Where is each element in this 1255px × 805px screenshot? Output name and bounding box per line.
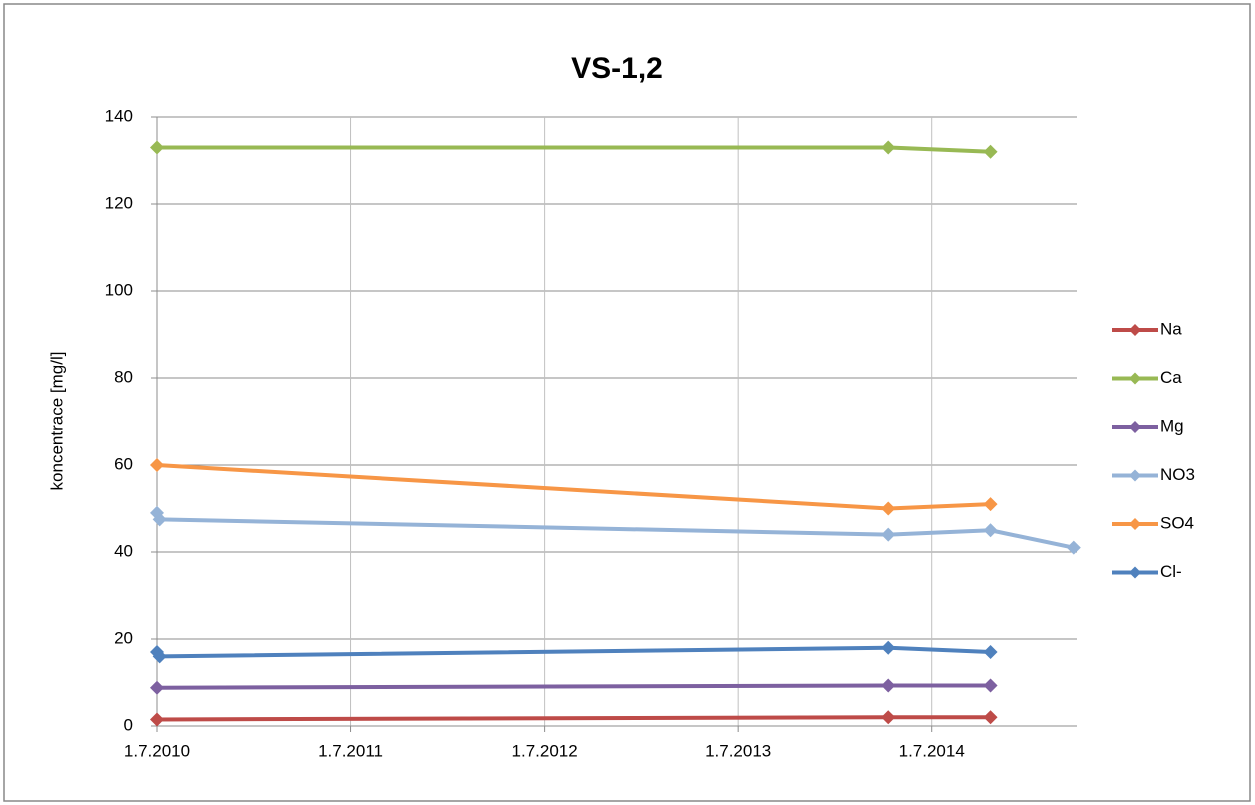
x-tick-label: 1.7.2010 xyxy=(124,741,190,760)
x-tick-label: 1.7.2011 xyxy=(318,741,383,760)
series-marker xyxy=(150,140,164,155)
legend-marker xyxy=(1129,324,1141,336)
y-tick-label: 60 xyxy=(114,454,133,473)
series-marker xyxy=(983,678,998,693)
y-tick-label: 20 xyxy=(114,628,133,647)
x-tick-label: 1.7.2012 xyxy=(512,741,578,760)
series-marker xyxy=(983,144,998,159)
series-marker xyxy=(881,710,896,725)
series-marker xyxy=(983,523,998,538)
legend-marker xyxy=(1129,518,1141,530)
legend-label: Ca xyxy=(1160,368,1182,387)
y-axis-label: koncentrace [mg/l] xyxy=(47,352,66,491)
series-marker xyxy=(150,680,164,695)
x-tick-label: 1.7.2013 xyxy=(705,741,771,760)
series-marker xyxy=(881,640,896,655)
y-tick-label: 80 xyxy=(114,367,133,386)
series-marker xyxy=(152,649,167,664)
series-marker xyxy=(983,710,998,725)
y-tick-label: 0 xyxy=(124,715,133,734)
legend-label: SO4 xyxy=(1160,513,1194,532)
series-marker xyxy=(881,678,896,693)
legend-label: Mg xyxy=(1160,416,1184,435)
legend-label: Cl- xyxy=(1160,562,1182,581)
legend-marker xyxy=(1129,372,1141,385)
legend-label: NO3 xyxy=(1160,465,1195,484)
series-marker xyxy=(983,497,998,512)
series-line xyxy=(156,683,991,690)
series-marker xyxy=(983,645,998,660)
legend-marker xyxy=(1129,566,1141,579)
series-marker xyxy=(150,712,164,727)
series-marker xyxy=(152,512,167,527)
chart-title: VS-1,2 xyxy=(571,52,663,85)
series-marker xyxy=(881,527,896,542)
series-line xyxy=(156,715,991,722)
series-marker xyxy=(1066,540,1081,555)
y-tick-label: 120 xyxy=(105,193,133,212)
series-marker xyxy=(150,458,164,472)
legend-marker xyxy=(1129,469,1141,482)
chart-frame xyxy=(3,3,1251,802)
y-tick-label: 100 xyxy=(105,280,133,299)
legend-label: Na xyxy=(1160,319,1182,338)
y-tick-label: 140 xyxy=(105,106,133,125)
y-tick-label: 40 xyxy=(114,541,133,560)
legend-marker xyxy=(1129,421,1141,433)
x-tick-label: 1.7.2014 xyxy=(899,741,965,760)
series-marker xyxy=(881,140,896,155)
series-marker xyxy=(881,501,896,516)
